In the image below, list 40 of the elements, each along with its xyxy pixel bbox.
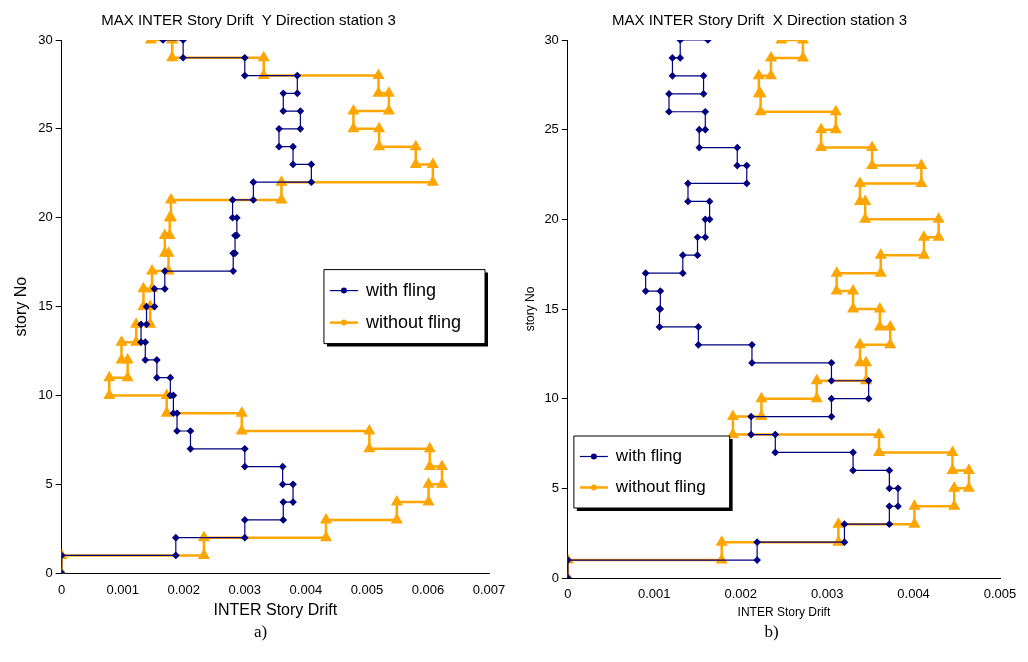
y-axis-title: story No	[12, 276, 30, 337]
y-tick-label: 10	[38, 387, 53, 403]
x-tick-label: 0.001	[638, 586, 671, 602]
y-axis-title: story No	[522, 286, 537, 332]
chart-title: MAX INTER Story Drift Y Direction station 3	[101, 11, 396, 29]
x-tick-label: 0.006	[411, 581, 445, 597]
y-tick-label: 20	[38, 209, 53, 225]
legend-label: with fling	[364, 279, 436, 300]
x-tick-label: 0.007	[472, 581, 506, 597]
x-tick-label: 0.002	[724, 586, 757, 602]
y-tick-label: 0	[551, 569, 559, 585]
x-tick-label: 0.004	[289, 581, 323, 597]
x-axis-title: INTER Story Drift	[737, 605, 831, 620]
x-tick-label: 0	[564, 586, 572, 602]
legend-label: without fling	[364, 311, 462, 332]
x-tick-label: 0.001	[106, 581, 139, 597]
y-tick-label: 20	[544, 210, 559, 226]
legend-label: with fling	[614, 446, 682, 466]
x-tick-label: 0.005	[350, 581, 384, 597]
x-tick-label: 0.003	[810, 586, 844, 602]
x-tick-label: 0.003	[228, 581, 262, 597]
x-tick-label: 0.004	[897, 586, 930, 602]
x-tick-label: 0.002	[167, 581, 201, 597]
y-tick-label: 0	[45, 564, 53, 580]
y-tick-label: 30	[38, 31, 53, 47]
y-tick-label: 5	[551, 479, 559, 495]
y-tick-label: 25	[38, 120, 53, 136]
legend-label: without fling	[614, 477, 706, 497]
x-tick-label: 0.005	[983, 586, 1017, 602]
chart-title: MAX INTER Story Drift X Direction station 3	[611, 11, 908, 29]
text: b)	[764, 622, 779, 642]
y-tick-label: 25	[544, 121, 559, 137]
text: a)	[253, 622, 268, 642]
y-tick-label: 5	[45, 475, 53, 491]
x-tick-label: 0	[58, 581, 66, 597]
y-tick-label: 15	[38, 298, 53, 314]
x-axis-title: INTER Story Drift	[213, 600, 338, 618]
y-tick-label: 30	[544, 31, 559, 47]
y-tick-label: 10	[544, 390, 559, 406]
y-tick-label: 15	[544, 300, 559, 316]
